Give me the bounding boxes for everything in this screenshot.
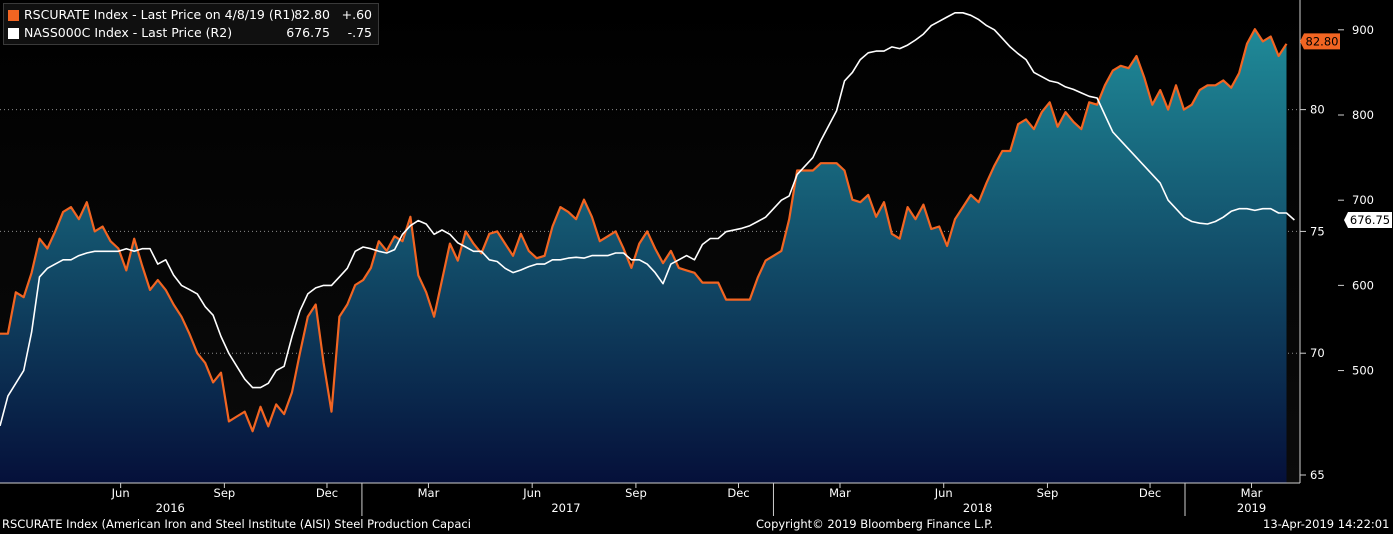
legend-item-nass000c: NASS000C Index - Last Price (R2) 676.75 … [8,24,372,42]
legend-swatch-orange [8,9,19,21]
year-label: 2018 [963,501,992,515]
r2-tick-label: 500 [1352,364,1374,378]
legend-last-value: 82.80 [294,7,330,22]
r2-tick-label: 700 [1352,193,1374,207]
r2-axis-ticks: 500 600 700 800 900 [1338,23,1374,378]
r2-tick-label: 800 [1352,108,1374,122]
legend: RSCURATE Index - Last Price on 4/8/19 (R… [3,3,379,45]
x-tick-label: Sep [1037,486,1059,500]
r1-tick-label: 70 [1310,346,1325,360]
r1-tick-label: 65 [1310,468,1325,482]
tag-text: 82.80 [1306,34,1339,48]
x-tick-label: Mar [1241,486,1263,500]
x-tick-label: Mar [829,486,851,500]
footer-timestamp: 13-Apr-2019 14:22:01 [1263,517,1390,531]
x-tick-label: Jun [111,486,130,500]
r1-tick-label: 80 [1310,103,1325,117]
legend-change: +.60 [341,7,372,22]
legend-label: NASS000C Index - Last Price (R2) [24,25,233,40]
rscurate-line [0,28,1288,433]
footer-description: RSCURATE Index (American Iron and Steel … [2,517,471,531]
year-label: 2016 [156,501,185,515]
year-label: 2017 [551,501,580,515]
r2-tick-label: 600 [1352,278,1374,292]
x-axis-ticks: Jun Sep Dec Mar Jun Sep Dec Mar Jun Sep Dec Mar 2016… [111,483,1266,516]
r1-tick-label: 75 [1310,224,1325,238]
legend-label: RSCURATE Index - Last Price on 4/8/19 (R… [24,7,296,22]
footer-copyright: Copyright© 2019 Bloomberg Finance L.P. [756,517,993,531]
nass000c-line [0,12,1295,427]
tag-shape [1344,211,1392,228]
x-tick-label: Sep [214,486,236,500]
x-tick-label: Dec [1139,486,1161,500]
gridlines [0,109,1300,354]
x-tick-label: Dec [727,486,749,500]
legend-change: -.75 [347,25,372,40]
x-tick-label: Dec [316,486,338,500]
tag-shape [1300,33,1340,50]
tag-text: 676.75 [1350,213,1390,227]
r1-axis-ticks: 65 70 75 80 [1300,103,1325,482]
last-value-tag-rscurate: 82.80 [1300,33,1340,50]
year-label: 2019 [1237,501,1266,515]
last-value-tags: 82.80 676.75 [1300,33,1392,228]
legend-swatch-white [8,27,19,39]
x-tick-label: Jun [934,486,953,500]
x-tick-label: Mar [418,486,440,500]
rscurate-area [0,29,1287,483]
last-value-tag-nass000c: 676.75 [1344,211,1392,228]
r2-tick-label: 900 [1352,23,1374,37]
x-tick-label: Sep [625,486,647,500]
x-tick-label: Jun [522,486,541,500]
legend-item-rscurate: RSCURATE Index - Last Price on 4/8/19 (R… [8,6,372,24]
legend-last-value: 676.75 [286,25,330,40]
